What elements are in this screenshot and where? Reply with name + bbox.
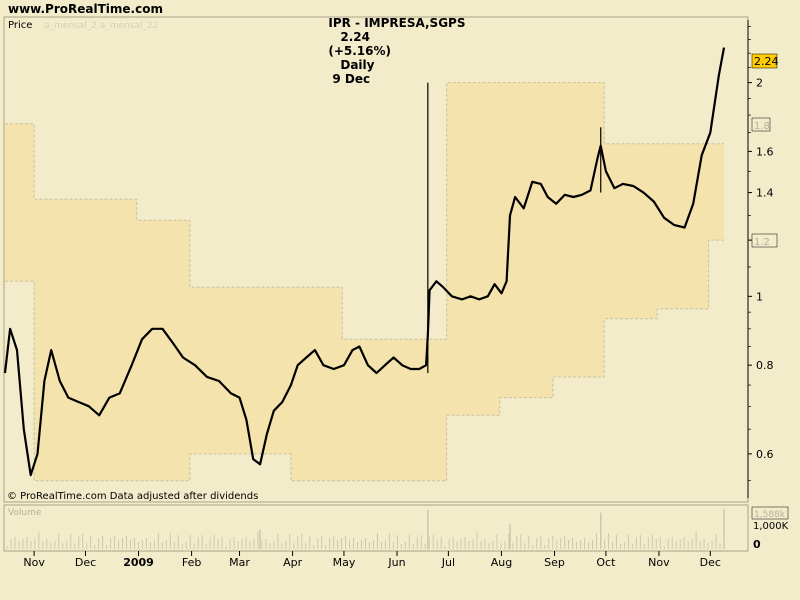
x-tick-label: 2009 <box>123 556 154 569</box>
y-tick-label: 0.6 <box>756 448 774 461</box>
y-tick-label: 1 <box>756 290 763 303</box>
copyright-footer: © ProRealTime.com Data adjusted after di… <box>7 491 258 502</box>
band-area <box>5 82 724 482</box>
price-line-group <box>3 47 726 477</box>
price-change: (+5.16%) <box>328 44 392 58</box>
x-tick-label: Oct <box>596 556 616 569</box>
price-line <box>3 47 726 477</box>
volume-bars <box>6 509 725 549</box>
upper-band-badge <box>751 117 771 132</box>
price-panel-label: Price <box>8 20 32 31</box>
lower-band-line <box>5 239 724 482</box>
band-fill <box>5 82 724 481</box>
last-price-badge-text: 2.24 <box>754 55 779 68</box>
date-label: 9 Dec <box>332 72 371 86</box>
upper-band-badge-text: 1.8 <box>754 121 770 132</box>
x-tick-label: Mar <box>229 556 250 569</box>
last-price-badge <box>751 53 778 69</box>
volume-panel-label: Volume <box>8 508 42 518</box>
period-label: Daily <box>340 58 375 72</box>
upper-band-line <box>5 82 724 340</box>
x-tick-label: Feb <box>182 556 201 569</box>
x-tick-label: Nov <box>23 556 45 569</box>
x-tick-label: May <box>333 556 356 569</box>
indicator-label: a_mensal_2 a_mensal_22 <box>44 21 159 31</box>
volume-badge-text: 1,588k <box>754 510 786 520</box>
x-tick-label: Aug <box>491 556 512 569</box>
chart-title-line: IPR - IMPRESA,SGPS 2.24 (+5.16%) Daily 9… <box>320 2 465 86</box>
symbol-name: IPR - IMPRESA,SGPS <box>328 16 466 30</box>
x-tick-label: Dec <box>700 556 721 569</box>
x-tick-label: Sep <box>544 556 565 569</box>
y-tick-label: 2 <box>756 77 763 90</box>
price-y-axis: 0.6 0.8 1 1.2 1.4 1.6 2 <box>747 20 774 498</box>
volume-panel-frame <box>3 504 749 552</box>
x-tick-label: Jun <box>387 556 405 569</box>
x-tick-label: Apr <box>283 556 303 569</box>
y-tick-label: 1.4 <box>756 187 774 200</box>
x-tick-label: Nov <box>648 556 670 569</box>
lower-band-badge <box>751 233 778 248</box>
volume-badge <box>751 506 789 520</box>
lower-band-badge-text: 1.2 <box>754 237 770 248</box>
y-tick-label: 1.6 <box>756 145 774 158</box>
site-url: www.ProRealTime.com <box>8 2 163 16</box>
x-tick-label: Dec <box>75 556 96 569</box>
y-tick-label: 0.8 <box>756 359 774 372</box>
last-price: 2.24 <box>340 30 370 44</box>
volume-tick-bottom: 0 <box>753 538 761 551</box>
date-x-axis: Nov Dec 2009 Feb Mar Apr May Jun Jul Aug Sep Oct Nov… <box>23 551 721 569</box>
volume-tick-top: 1,000K <box>753 521 789 532</box>
x-tick-label: Jul <box>441 556 455 569</box>
